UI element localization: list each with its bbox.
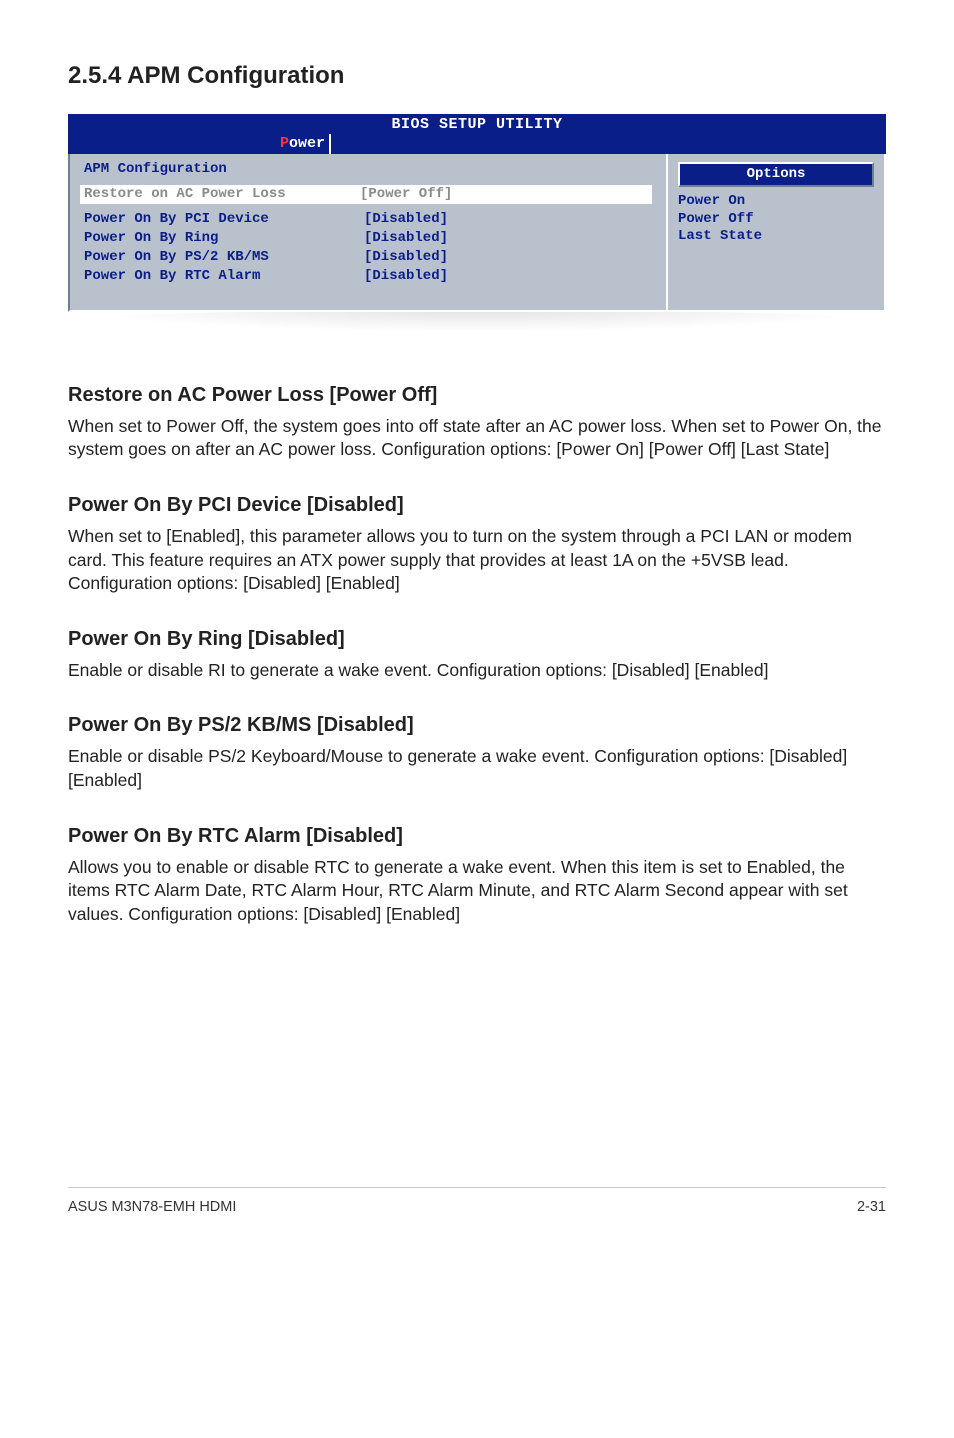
bios-row-value: [Disabled]	[364, 248, 448, 267]
section-body: Enable or disable PS/2 Keyboard/Mouse to…	[68, 745, 886, 792]
bios-row-label: Power On By RTC Alarm	[84, 267, 364, 286]
bios-tab-power: Power	[278, 134, 331, 154]
options-pill: Options	[678, 162, 874, 187]
footer-right: 2-31	[857, 1198, 886, 1218]
section-body: When set to [Enabled], this parameter al…	[68, 525, 886, 596]
footer-left: ASUS M3N78-EMH HDMI	[68, 1198, 236, 1218]
bios-row-label: Power On By PS/2 KB/MS	[84, 248, 364, 267]
bios-header: BIOS SETUP UTILITY Power	[68, 114, 886, 154]
bios-row-label: Restore on AC Power Loss	[84, 185, 360, 204]
page-footer: ASUS M3N78-EMH HDMI 2-31	[68, 1187, 886, 1218]
options-list: Power On Power Off Last State	[678, 193, 874, 246]
bios-row-label: Power On By Ring	[84, 229, 364, 248]
bios-shadow	[68, 310, 886, 332]
bios-left-subheading: APM Configuration	[84, 160, 652, 179]
section-body: Allows you to enable or disable RTC to g…	[68, 856, 886, 927]
section-heading: Power On By PS/2 KB/MS [Disabled]	[68, 712, 886, 739]
bios-header-title: BIOS SETUP UTILITY	[391, 115, 562, 135]
bios-row-value: [Disabled]	[364, 229, 448, 248]
bios-row-value: [Disabled]	[364, 267, 448, 286]
bios-tab-hotkey-letter: P	[280, 135, 289, 152]
bios-row-value: [Disabled]	[364, 210, 448, 229]
option-item: Power On	[678, 193, 874, 211]
option-item: Power Off	[678, 211, 874, 229]
bios-panel: BIOS SETUP UTILITY Power APM Configurati…	[68, 114, 886, 331]
bios-row: Power On By PS/2 KB/MS [Disabled]	[84, 248, 652, 267]
section-heading: Restore on AC Power Loss [Power Off]	[68, 382, 886, 409]
page-title: 2.5.4 APM Configuration	[68, 60, 886, 92]
bios-row-value: [Power Off]	[360, 185, 452, 204]
bios-row: Power On By Ring [Disabled]	[84, 229, 652, 248]
section-heading: Power On By RTC Alarm [Disabled]	[68, 823, 886, 850]
bios-body: APM Configuration Restore on AC Power Lo…	[68, 154, 886, 311]
bios-row: Power On By PCI Device [Disabled]	[84, 210, 652, 229]
section-body: Enable or disable RI to generate a wake …	[68, 659, 886, 683]
section-heading: Power On By Ring [Disabled]	[68, 626, 886, 653]
bios-left-panel: APM Configuration Restore on AC Power Lo…	[68, 154, 668, 311]
bios-row: Power On By RTC Alarm [Disabled]	[84, 267, 652, 286]
bios-tab-rest: ower	[289, 135, 325, 152]
bios-row-label: Power On By PCI Device	[84, 210, 364, 229]
option-item: Last State	[678, 228, 874, 246]
bios-right-panel: Options Power On Power Off Last State	[668, 154, 886, 311]
section-heading: Power On By PCI Device [Disabled]	[68, 492, 886, 519]
bios-row-selected: Restore on AC Power Loss [Power Off]	[80, 185, 652, 204]
section-body: When set to Power Off, the system goes i…	[68, 415, 886, 462]
